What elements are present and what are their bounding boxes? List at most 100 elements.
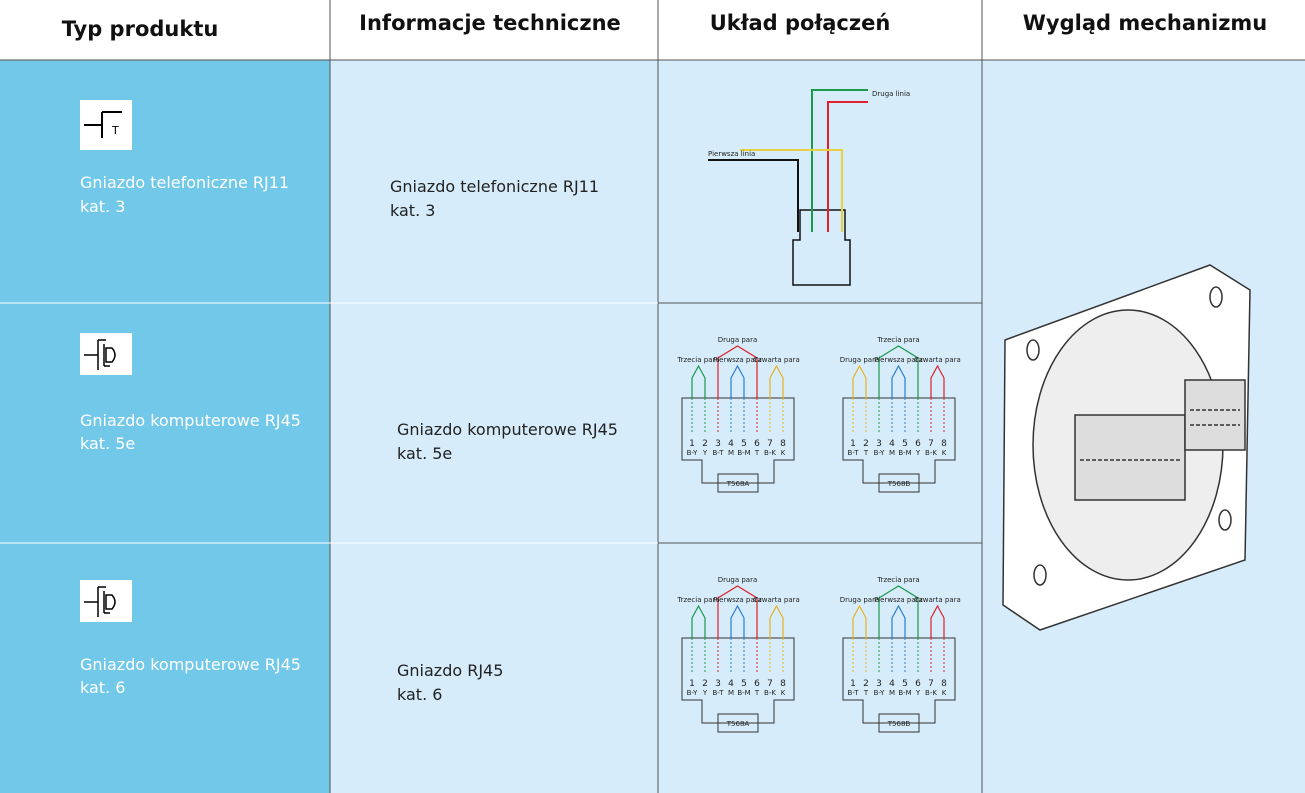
pair-line <box>878 398 919 434</box>
pair-label: Druga para <box>840 356 880 364</box>
cell-text: Gniazdo komputerowe RJ45 <box>397 420 618 439</box>
pair-line <box>878 585 919 638</box>
pair-line <box>891 398 906 434</box>
diagram-label: Pierwsza linia <box>708 150 755 158</box>
pin-number: 5 <box>902 439 908 449</box>
pin-number: 4 <box>728 679 734 689</box>
pair-line <box>769 604 784 638</box>
pair-label: Pierwsza para <box>874 596 923 604</box>
icon <box>80 333 132 375</box>
standard-label: T568A <box>726 720 750 728</box>
svg-text:T: T <box>111 124 119 137</box>
cell-text: kat. 3 <box>80 197 125 216</box>
pin-number: 5 <box>902 679 908 689</box>
standard-label: T568B <box>887 480 911 488</box>
pair-label: Pierwsza para <box>713 356 762 364</box>
pin-number: 6 <box>754 679 760 689</box>
pair-label: Pierwsza para <box>874 356 923 364</box>
cell-text: Gniazdo komputerowe RJ45 <box>80 655 301 674</box>
standard-box <box>717 713 759 733</box>
cell-text: Gniazdo telefoniczne RJ11 <box>80 173 289 192</box>
pin-code: B-K <box>925 449 937 457</box>
pair-line <box>730 638 745 674</box>
jack-body <box>681 397 795 484</box>
cell-text: Gniazdo telefoniczne RJ11 <box>390 177 599 196</box>
rj11-diagram <box>708 89 868 286</box>
pin-code: B-M <box>898 689 911 697</box>
pin-code: B-T <box>848 449 860 457</box>
pin-code: Y <box>702 689 708 697</box>
pin-code: B-T <box>713 689 725 697</box>
cell-text: kat. 5e <box>80 434 135 453</box>
standard-label: T568A <box>726 480 750 488</box>
header: Informacje techniczne <box>359 11 621 35</box>
pair-line <box>852 604 867 638</box>
pin-code: M <box>889 689 895 697</box>
pair-label: Druga para <box>718 576 758 584</box>
header: Typ produktu <box>62 17 219 41</box>
standard-box <box>717 473 759 493</box>
pair-line <box>717 585 758 638</box>
jack-body <box>842 637 956 724</box>
pin-code: M <box>889 449 895 457</box>
pair-line <box>717 638 758 674</box>
pin-code: Y <box>702 449 708 457</box>
pin-number: 2 <box>702 679 708 689</box>
pair-line <box>691 638 706 674</box>
pair-line <box>852 398 867 434</box>
pair-label: Pierwsza para <box>713 596 762 604</box>
pair-label: Czwarta para <box>914 356 961 364</box>
pin-code: K <box>781 689 786 697</box>
pin-number: 6 <box>754 439 760 449</box>
pair-line <box>891 364 906 398</box>
pin-number: 1 <box>689 679 695 689</box>
header: Wygląd mechanizmu <box>1023 11 1268 35</box>
pin-number: 1 <box>850 439 856 449</box>
header-bg <box>0 0 1305 60</box>
pin-code: B-Y <box>874 689 885 697</box>
jack-body <box>681 637 795 724</box>
pair-line <box>769 364 784 398</box>
pin-number: 3 <box>876 439 882 449</box>
standard-label: T568B <box>887 720 911 728</box>
pin-code: M <box>728 689 734 697</box>
pin-number: 8 <box>941 679 947 689</box>
pair-label: Czwarta para <box>914 596 961 604</box>
pin-number: 7 <box>767 439 773 449</box>
pair-line <box>769 398 784 434</box>
cell-text: kat. 5e <box>397 444 452 463</box>
cell-text: Gniazdo RJ45 <box>397 661 503 680</box>
pin-code: B-Y <box>874 449 885 457</box>
pair-line <box>891 638 906 674</box>
pin-number: 1 <box>850 679 856 689</box>
pin-code: B-K <box>764 449 776 457</box>
pin-code: T <box>863 689 869 697</box>
pin-number: 6 <box>915 679 921 689</box>
mechanism-image <box>1002 264 1251 631</box>
pair-line <box>717 398 758 434</box>
pin-number: 1 <box>689 439 695 449</box>
cell-text: kat. 3 <box>390 201 435 220</box>
pin-code: B-T <box>848 689 860 697</box>
type-column <box>0 60 330 793</box>
pair-line <box>852 638 867 674</box>
pin-code: B-M <box>898 449 911 457</box>
pair-line <box>691 604 706 638</box>
pin-code: K <box>942 449 947 457</box>
pair-line <box>691 398 706 434</box>
standard-box <box>878 473 920 493</box>
pin-number: 7 <box>928 439 934 449</box>
pin-code: M <box>728 449 734 457</box>
cell-text: kat. 6 <box>80 678 125 697</box>
pair-label: Trzecia para <box>676 356 719 364</box>
pair-line <box>878 345 919 398</box>
pair-line <box>930 604 945 638</box>
pin-code: B-Y <box>687 689 698 697</box>
pin-code: Y <box>915 449 921 457</box>
pin-code: K <box>942 689 947 697</box>
icon: T <box>80 100 132 150</box>
pin-code: B-K <box>925 689 937 697</box>
pair-label: Druga para <box>718 336 758 344</box>
pin-number: 3 <box>715 679 721 689</box>
